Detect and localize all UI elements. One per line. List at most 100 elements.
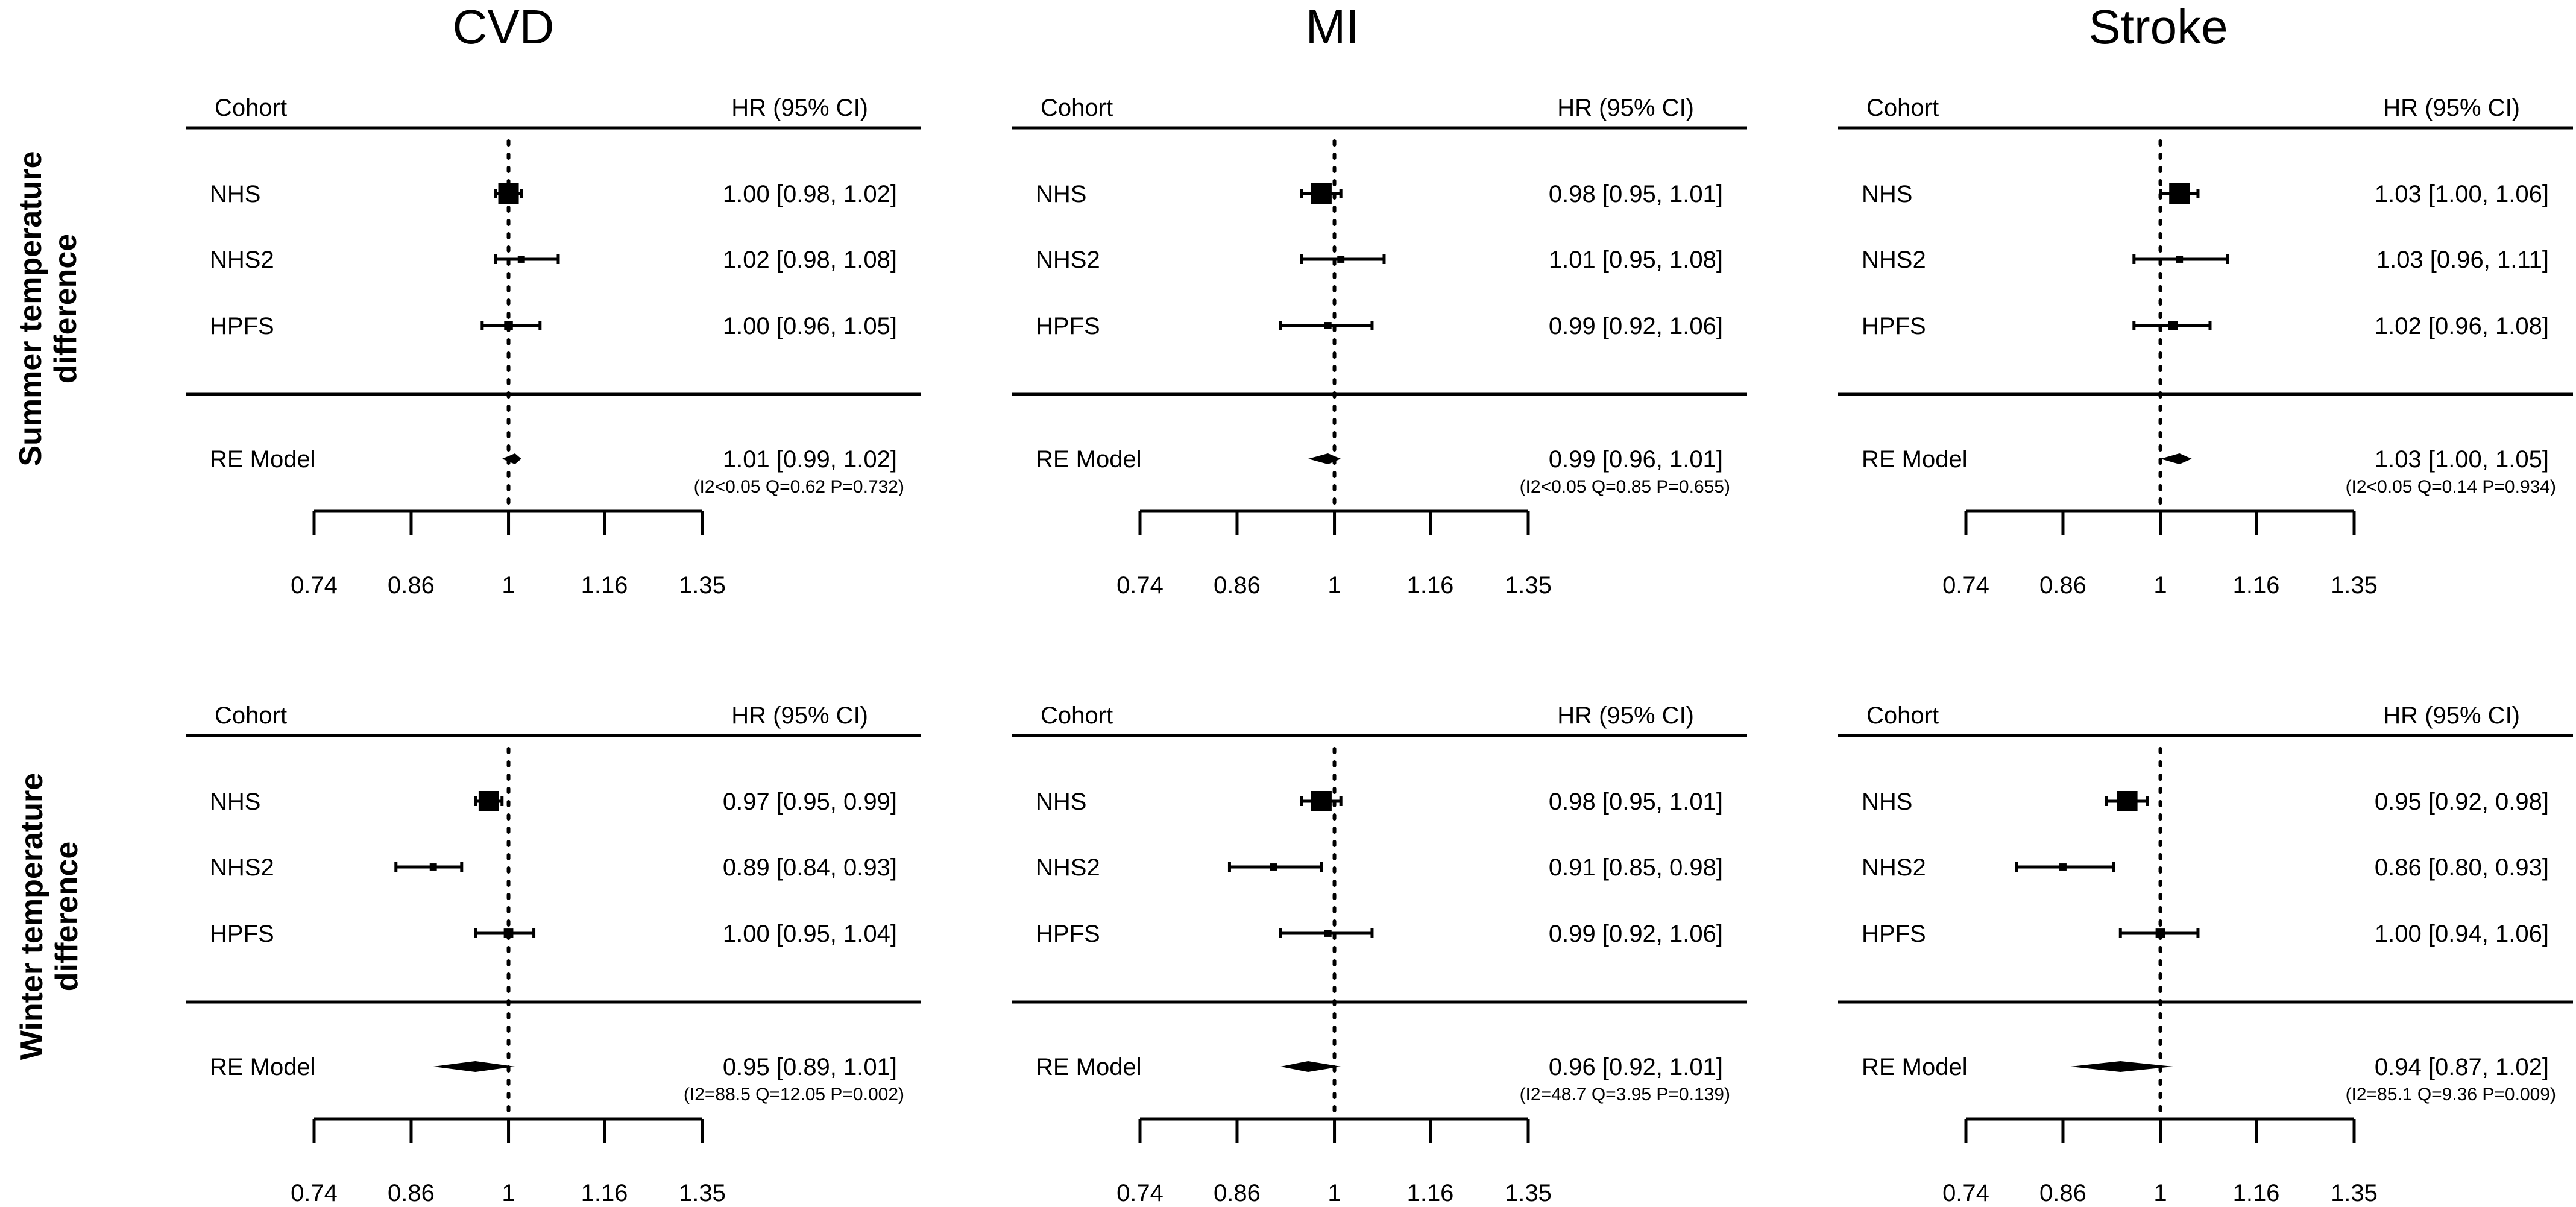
study-row-hpfs: HPFS 1.00 [0.94, 1.06] [1862,921,2549,947]
study-row-nhs2: NHS2 0.91 [0.85, 0.98] [1036,854,1723,881]
study-row-hpfs: HPFS 1.02 [0.96, 1.08] [1862,313,2549,339]
x-tick-label: 1.35 [1505,572,1552,599]
pooled-label: RE Model [1862,446,1968,473]
pooled-label: RE Model [1862,1054,1968,1080]
panel-mi-summer: Cohort HR (95% CI)NHS 0.98 [0.95, 1.01]NHS… [1012,95,1747,599]
study-hr-text: 0.98 [0.95, 1.01] [1549,789,1723,815]
x-tick-label: 0.74 [291,1180,338,1206]
header-hr-ci: HR (95% CI) [1557,95,1694,121]
pooled-hr-text: 1.03 [1.00, 1.05] [2375,446,2549,473]
heterogeneity-stats: (I2<0.05 Q=0.14 P=0.934) [2346,477,2556,497]
study-point-estimate [504,321,513,330]
panels: Cohort HR (95% CI) NHS 1.00 [0.98, 1.02] NHS… [186,95,2573,1206]
study-row-nhs2: NHS2 1.03 [0.96, 1.11] [1862,247,2549,273]
pooled-row: RE Model 0.99 [0.96, 1.01] (I2<0.05 Q=0.85… [1036,446,1730,497]
pooled-hr-text: 0.94 [0.87, 1.02] [2375,1054,2549,1080]
pooled-row: RE Model 0.95 [0.89, 1.01] (I2=88.5 Q=12.0… [210,1054,904,1105]
study-hr-text: 1.01 [0.95, 1.08] [1549,247,1723,273]
study-hr-text: 1.00 [0.95, 1.04] [723,921,897,947]
study-hr-text: 1.03 [0.96, 1.11] [2376,247,2549,273]
study-label: NHS2 [210,854,274,881]
x-tick-label: 1 [2153,1180,2167,1206]
study-hr-text: 0.99 [0.92, 1.06] [1549,921,1723,947]
study-hr-text: 1.00 [0.96, 1.05] [723,313,897,339]
x-tick-label: 0.86 [2039,1180,2086,1206]
study-row-nhs: NHS 1.03 [1.00, 1.06] [1862,181,2549,207]
study-point-estimate [1270,863,1277,871]
heterogeneity-stats: (I2=48.7 Q=3.95 P=0.139) [1520,1085,1730,1105]
x-tick-label: 1.16 [2233,1180,2280,1206]
pooled-row: RE Model 1.03 [1.00, 1.05] (I2<0.05 Q=0.14… [1862,446,2556,497]
pooled-diamond [1308,453,1341,464]
x-tick-label: 1.16 [2233,572,2280,599]
panel-stroke-winter: Cohort HR (95% CI)NHS 0.95 [0.92, 0.98]NHS… [1838,702,2573,1206]
pooled-hr-text: 0.95 [0.89, 1.01] [723,1054,897,1080]
x-tick-label: 1.35 [1505,1180,1552,1206]
row-title-line: Summer temperature [13,151,48,466]
study-label: HPFS [1862,921,1926,947]
study-label: HPFS [210,921,274,947]
study-label: HPFS [1862,313,1926,339]
pooled-label: RE Model [1036,1054,1142,1080]
header-cohort: Cohort [1041,95,1113,121]
header-cohort: Cohort [1866,95,1939,121]
study-label: NHS [1862,789,1912,815]
study-point-estimate [2168,321,2178,330]
pooled-label: RE Model [210,1054,316,1080]
study-point-estimate [498,183,519,204]
x-tick-label: 1 [1327,572,1341,599]
study-point-estimate [1311,791,1332,811]
x-tick-label: 0.86 [1214,572,1261,599]
study-label: NHS [210,789,260,815]
x-tick-label: 1 [502,572,515,599]
study-hr-text: 0.86 [0.80, 0.93] [2375,854,2549,881]
pooled-diamond [1280,1061,1341,1072]
study-label: HPFS [210,313,274,339]
study-label: NHS2 [1036,854,1100,881]
study-hr-text: 1.03 [1.00, 1.06] [2375,181,2549,207]
study-point-estimate [478,791,499,811]
x-tick-label: 0.74 [1942,572,1989,599]
header-cohort: Cohort [215,95,287,121]
study-hr-text: 1.02 [0.96, 1.08] [2375,313,2549,339]
study-row-nhs: NHS 0.98 [0.95, 1.01] [1036,789,1723,815]
study-label: NHS2 [1036,247,1100,273]
x-tick-label: 1 [2153,572,2167,599]
header-hr-ci: HR (95% CI) [731,702,868,729]
pooled-diamond [502,453,521,464]
study-point-estimate [2155,928,2165,938]
x-axis: 0.74 0.86 1 1.16 1.35 [1116,509,1552,599]
x-tick-label: 0.74 [291,572,338,599]
study-point-estimate [1324,930,1332,937]
heterogeneity-stats: (I2<0.05 Q=0.62 P=0.732) [694,477,904,497]
pooled-diamond [433,1061,515,1072]
x-axis: 0.74 0.86 1 1.16 1.35 [1116,1117,1552,1206]
row-title-line: difference [48,234,83,384]
study-row-nhs2: NHS2 0.89 [0.84, 0.93] [210,854,897,881]
heterogeneity-stats: (I2<0.05 Q=0.85 P=0.655) [1520,477,1730,497]
x-tick-label: 1.35 [2331,572,2378,599]
study-hr-text: 1.00 [0.98, 1.02] [723,181,897,207]
study-row-nhs: NHS 0.95 [0.92, 0.98] [1862,789,2549,815]
x-tick-label: 0.74 [1942,1180,1989,1206]
study-row-hpfs: HPFS 0.99 [0.92, 1.06] [1036,313,1723,339]
study-label: NHS2 [1862,247,1926,273]
column-title-stroke: Stroke [2088,0,2228,54]
study-label: NHS [210,181,260,207]
row-title-winter: Winter temperature difference [14,773,84,1060]
study-row-hpfs: HPFS 1.00 [0.95, 1.04] [210,921,897,947]
study-point-estimate [1324,322,1332,329]
header-cohort: Cohort [1866,702,1939,729]
study-row-nhs: NHS 0.97 [0.95, 0.99] [210,789,897,815]
x-tick-label: 0.86 [388,1180,435,1206]
study-label: NHS [1862,181,1912,207]
study-point-estimate [429,863,437,871]
study-label: NHS2 [210,247,274,273]
column-title-mi: MI [1306,0,1359,54]
pooled-hr-text: 1.01 [0.99, 1.02] [723,446,897,473]
pooled-row: RE Model 1.01 [0.99, 1.02] (I2<0.05 Q=0.62… [210,446,904,497]
pooled-hr-text: 0.99 [0.96, 1.01] [1549,446,1723,473]
pooled-row: RE Model 0.96 [0.92, 1.01] (I2=48.7 Q=3.95… [1036,1054,1730,1105]
study-row-nhs2: NHS2 1.01 [0.95, 1.08] [1036,247,1723,273]
